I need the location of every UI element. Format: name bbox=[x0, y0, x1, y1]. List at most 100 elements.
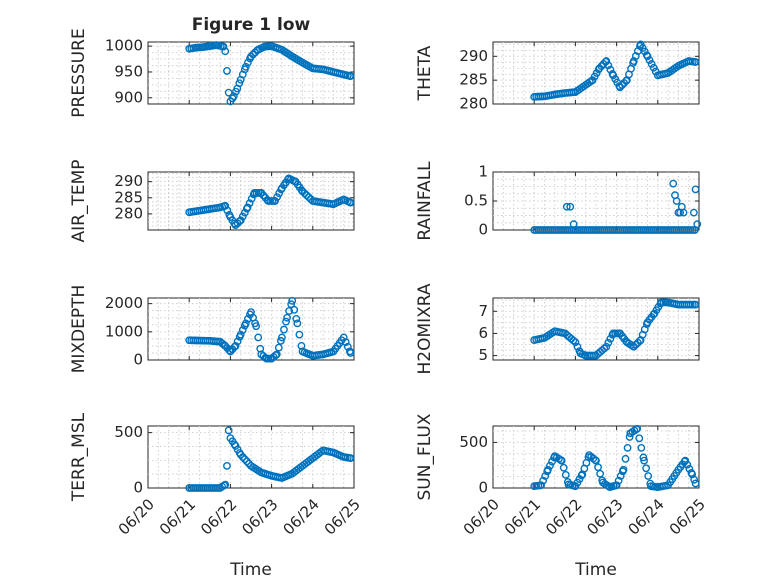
y-tick-label: 5 bbox=[478, 346, 488, 364]
data-point bbox=[244, 314, 252, 323]
data-point bbox=[635, 434, 644, 443]
data-point bbox=[236, 450, 245, 459]
data-point bbox=[693, 220, 702, 229]
data-point bbox=[571, 338, 580, 347]
data-point bbox=[241, 62, 250, 71]
data-point bbox=[573, 342, 582, 351]
data-point bbox=[595, 64, 604, 73]
subplot-1: 900 950 1000 PRESSURE Figure 1 low bbox=[69, 15, 355, 118]
data-point bbox=[623, 443, 632, 452]
x-tick-label: 06/22 bbox=[542, 495, 585, 538]
data-point bbox=[271, 351, 280, 360]
data-point bbox=[596, 469, 605, 478]
data-point bbox=[604, 61, 613, 70]
y-axis-label: TERR_MSL bbox=[69, 412, 89, 502]
x-tick-label: 06/22 bbox=[197, 495, 240, 538]
y-tick-label: 285 bbox=[114, 188, 143, 206]
data-point bbox=[241, 319, 250, 328]
x-tick-label: 06/23 bbox=[238, 495, 281, 538]
y-axis-label: H2OMIXRA bbox=[415, 283, 435, 374]
y-tick-label: 1000 bbox=[105, 322, 143, 340]
subplot-5: 0 1000 2000 MIXDEPTH bbox=[69, 285, 355, 374]
data-point bbox=[640, 456, 648, 465]
data-point bbox=[689, 208, 698, 217]
data-point bbox=[226, 347, 235, 356]
y-tick-label: 6 bbox=[478, 324, 488, 342]
x-tick-label: 06/25 bbox=[321, 495, 364, 538]
data-point bbox=[541, 472, 550, 480]
data-point bbox=[292, 314, 301, 323]
data-point bbox=[221, 342, 230, 350]
data-point bbox=[221, 47, 230, 56]
data-point bbox=[290, 305, 299, 314]
data-point bbox=[243, 203, 252, 212]
data-point bbox=[618, 81, 626, 90]
data-point bbox=[691, 58, 700, 66]
y-tick-label: 7 bbox=[478, 302, 488, 320]
y-axis-label: THETA bbox=[415, 45, 435, 101]
data-point bbox=[649, 63, 658, 72]
data-point bbox=[561, 470, 570, 479]
data-point bbox=[272, 350, 281, 359]
data-point bbox=[592, 456, 600, 465]
data-point bbox=[341, 338, 350, 347]
data-point bbox=[300, 189, 309, 198]
y-tick-label: 290 bbox=[114, 172, 143, 190]
data-point bbox=[346, 72, 355, 81]
data-point bbox=[274, 343, 283, 352]
y-tick-label: 280 bbox=[114, 204, 143, 222]
data-point bbox=[346, 454, 355, 463]
y-tick-label: 290 bbox=[459, 47, 488, 65]
data-point bbox=[293, 319, 302, 328]
data-point bbox=[254, 333, 263, 342]
y-tick-label: 280 bbox=[459, 95, 488, 113]
data-point bbox=[616, 83, 624, 92]
x-tick-label: 06/23 bbox=[583, 495, 626, 538]
x-tick-label: 06/24 bbox=[625, 495, 668, 538]
data-point bbox=[631, 340, 640, 349]
data-point bbox=[304, 193, 313, 202]
data-point bbox=[223, 461, 231, 470]
data-point bbox=[343, 342, 352, 351]
y-tick-label: 1000 bbox=[105, 37, 143, 55]
data-point bbox=[271, 197, 279, 205]
data-point bbox=[283, 313, 291, 322]
data-point bbox=[619, 465, 628, 474]
data-point bbox=[604, 338, 613, 347]
y-axis-label: MIXDEPTH bbox=[69, 285, 89, 374]
data-point bbox=[247, 52, 255, 61]
data-point bbox=[295, 330, 304, 339]
data-point bbox=[298, 187, 307, 196]
y-tick-label: 0.5 bbox=[464, 192, 488, 210]
data-point bbox=[252, 322, 261, 331]
data-point bbox=[238, 212, 247, 221]
y-axis-label: AIR_TEMP bbox=[69, 160, 89, 243]
x-tick-label: 06/20 bbox=[115, 495, 158, 538]
data-point bbox=[221, 480, 230, 489]
data-point bbox=[639, 453, 648, 462]
data-point bbox=[647, 60, 656, 68]
data-point bbox=[681, 456, 690, 465]
y-tick-label: 0 bbox=[478, 479, 488, 497]
data-point bbox=[287, 300, 296, 309]
data-point bbox=[276, 336, 285, 345]
x-tick-label: 06/24 bbox=[280, 495, 323, 538]
data-point bbox=[557, 456, 566, 465]
data-point bbox=[645, 56, 654, 65]
data-point bbox=[339, 333, 348, 342]
x-axis-label: Time bbox=[574, 560, 617, 580]
x-tick-label: 06/20 bbox=[460, 495, 503, 538]
data-point bbox=[669, 179, 678, 188]
data-point bbox=[229, 92, 238, 101]
data-point bbox=[244, 58, 252, 67]
data-point bbox=[230, 343, 239, 351]
data-point bbox=[594, 463, 602, 472]
data-point bbox=[629, 342, 638, 351]
data-point bbox=[302, 191, 311, 200]
data-point bbox=[537, 481, 545, 490]
